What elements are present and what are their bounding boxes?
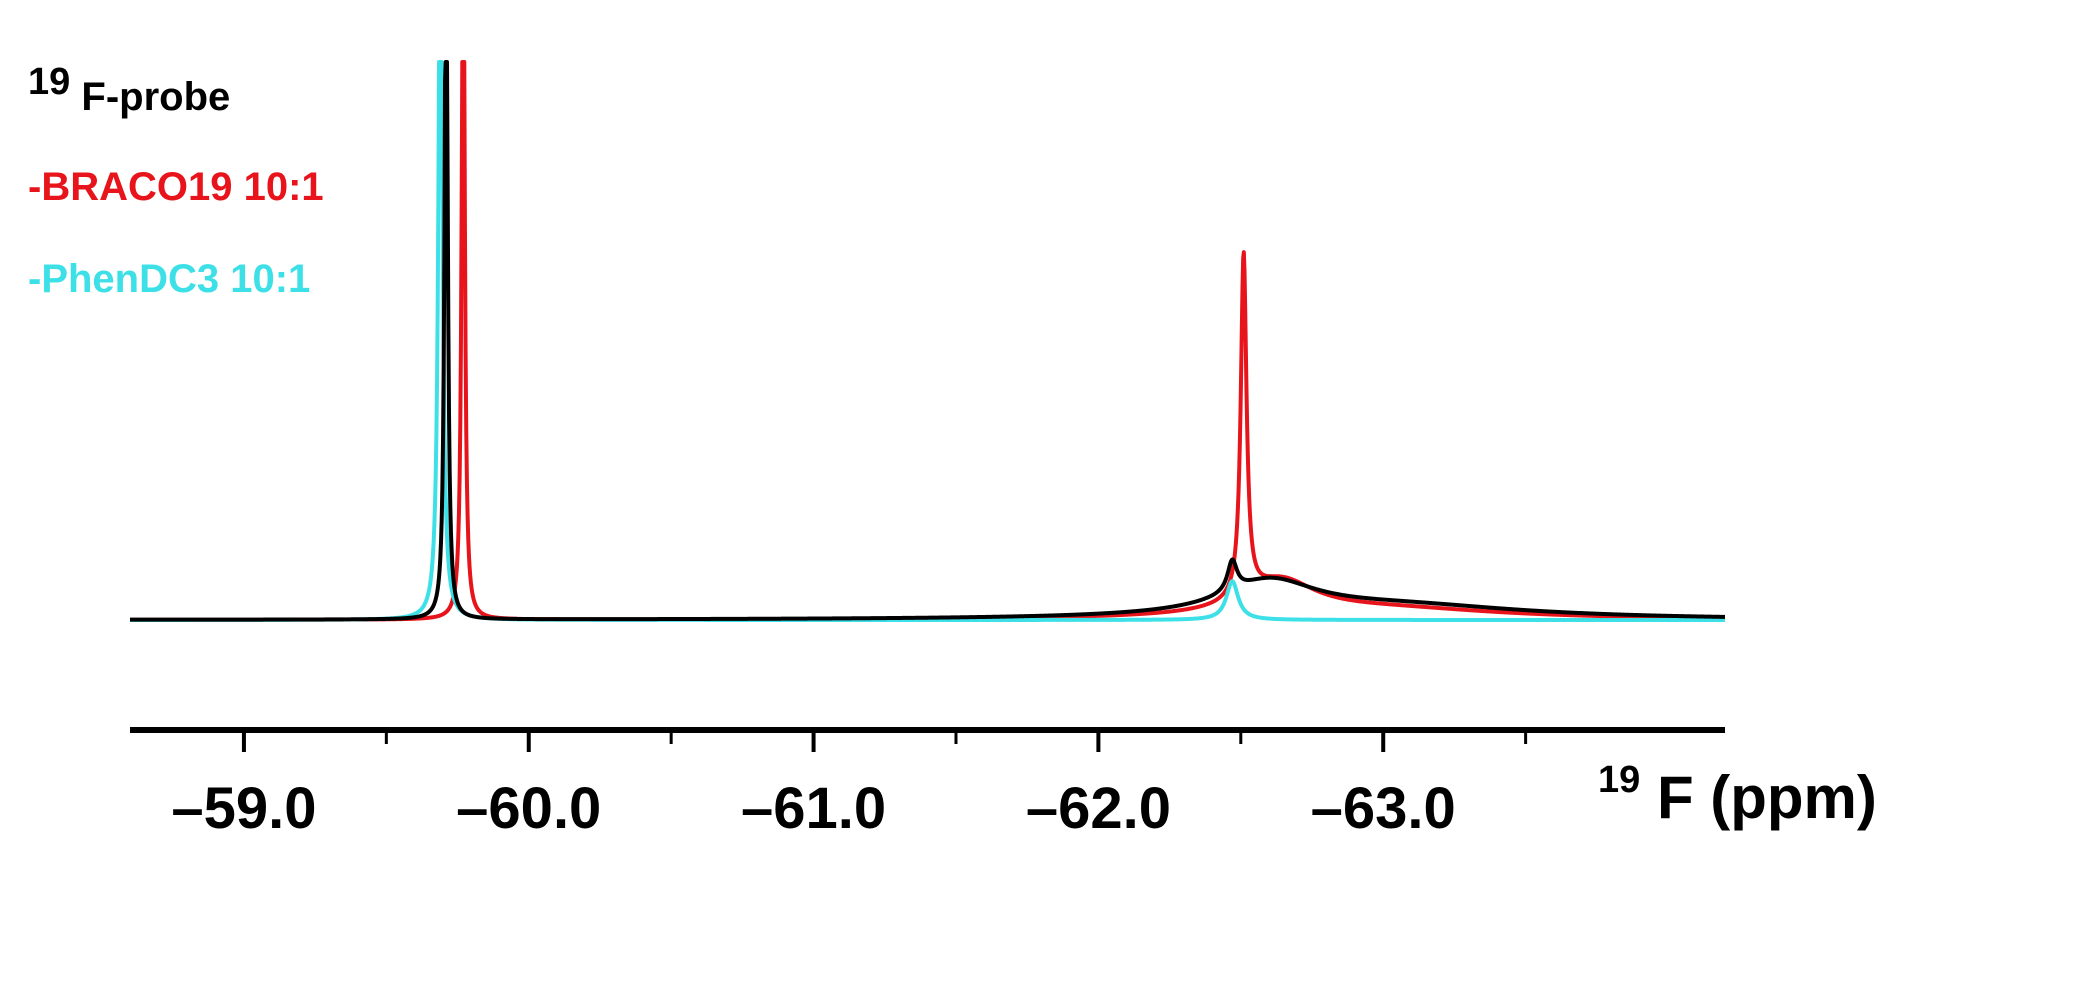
x-axis-title: 19 F (ppm) — [1598, 738, 1877, 831]
x-tick-label: –61.0 — [741, 776, 886, 841]
legend-probe-label: F-probe — [81, 75, 230, 119]
x-tick-label: –62.0 — [1026, 776, 1171, 841]
legend-probe-superscript: 19 — [28, 61, 70, 103]
x-tick-label: –63.0 — [1311, 776, 1456, 841]
legend-entry-braco19: -BRACO19 10:1 — [28, 165, 324, 209]
x-axis-title-superscript: 19 — [1598, 759, 1640, 801]
legend-entry-phendc3: -PhenDC3 10:1 — [28, 257, 310, 301]
series-line-braco19-10-1 — [128, 60, 1727, 622]
legend-entry-probe: 19 F-probe — [28, 59, 230, 119]
legend: 19 F-probe -BRACO19 10:1 -PhenDC3 10:1 — [28, 59, 324, 301]
series-layer — [128, 60, 1727, 622]
series-line-phendc3-10-1 — [128, 60, 1727, 622]
x-tick-label: –59.0 — [171, 776, 316, 841]
series-line-19f-probe — [128, 60, 1727, 622]
x-axis-title-text: F (ppm) — [1657, 764, 1877, 831]
x-axis: –59.0 –60.0 –61.0 –62.0 –63.0 — [130, 727, 1725, 841]
x-tick-label: –60.0 — [456, 776, 601, 841]
